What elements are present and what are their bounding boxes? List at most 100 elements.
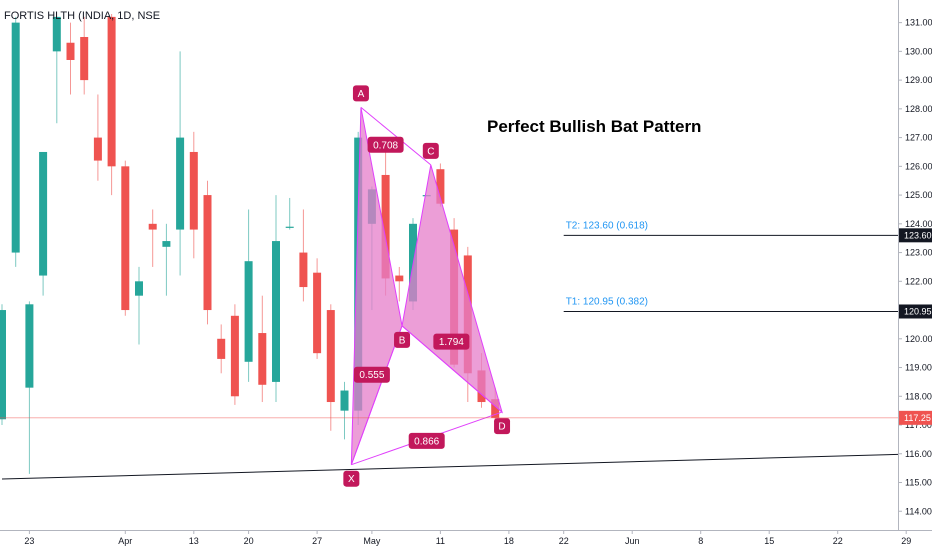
price-tick-label: 125.00	[905, 190, 932, 200]
candle-body	[66, 42, 75, 60]
candle	[107, 14, 116, 196]
pattern-point-x: X	[343, 470, 360, 487]
time-tick-label: 8	[698, 536, 703, 546]
target-line-t1: T1: 120.95 (0.382)	[563, 296, 898, 312]
candle-body	[258, 333, 267, 385]
time-tick-label: 15	[764, 536, 774, 546]
pattern-ratio-box	[353, 366, 390, 383]
pattern-leg-xb	[350, 325, 403, 465]
target-label: T1: 120.95 (0.382)	[566, 296, 648, 307]
pattern-ratio-box	[367, 136, 404, 153]
last-price-tag: 117.25	[899, 410, 932, 425]
pattern-point-box	[422, 142, 439, 159]
candle	[244, 209, 253, 382]
price-tag-box	[899, 304, 932, 319]
pattern-ratio: 0.555	[353, 366, 390, 383]
time-tick-label: 20	[244, 536, 254, 546]
price-tick-label: 124.00	[905, 219, 932, 229]
time-tick-label: 23	[24, 536, 34, 546]
price-tick-label: 123.00	[905, 248, 932, 258]
pattern-point-box	[352, 85, 369, 102]
target-line-t2: T2: 123.60 (0.618)	[563, 220, 898, 236]
candle-body	[121, 166, 130, 311]
pattern-point-box	[343, 470, 360, 487]
candle	[340, 381, 349, 440]
time-tick-label: 22	[559, 536, 569, 546]
candle	[93, 94, 102, 181]
target-price-tag-t1: 120.95	[899, 304, 932, 319]
candle	[162, 223, 171, 296]
candle	[176, 51, 185, 276]
candle	[217, 324, 226, 374]
chart-headline: Perfect Bullish Bat Pattern	[487, 117, 701, 136]
candle-body	[272, 241, 280, 382]
pattern-ratio-label: 0.708	[373, 140, 398, 151]
candle	[326, 304, 335, 431]
candle-body	[176, 137, 185, 230]
candle-body	[107, 16, 116, 167]
candle-body	[313, 272, 322, 354]
pattern-point-label: C	[427, 146, 434, 157]
price-tick-label: 117.00	[905, 420, 932, 430]
time-tick-label: 27	[312, 536, 322, 546]
price-tick-label: 118.00	[905, 391, 932, 401]
candle	[313, 258, 322, 359]
pattern-ratio: 1.794	[433, 333, 470, 350]
bat-pattern-layer: X A B C D 0.708 0.555 1.794 0.866	[343, 85, 511, 487]
candle	[66, 22, 75, 95]
price-tick-label: 126.00	[905, 161, 932, 171]
pattern-leg-ac	[360, 107, 432, 166]
candle-body	[162, 241, 171, 247]
candle-body	[217, 338, 226, 359]
candle-body	[25, 304, 34, 388]
candle	[39, 151, 48, 296]
candle-body	[0, 310, 6, 420]
candle	[80, 16, 89, 95]
pattern-point-d: D	[494, 418, 511, 435]
price-tag-label: 117.25	[904, 413, 931, 423]
candle-body	[395, 275, 404, 282]
price-axis[interactable]: 114.00 115.00 116.00 117.00 118.00 119.00 120.…	[898, 0, 932, 550]
pattern-ratio-box	[408, 432, 445, 449]
time-tick-label: 13	[189, 536, 199, 546]
time-axis[interactable]: 23 Apr 13 20 27 May 11 18 22 Jun 8 15 22 29	[0, 530, 932, 550]
price-tag-label: 123.60	[904, 230, 932, 240]
pattern-ratio: 0.866	[408, 432, 445, 449]
pattern-point-label: X	[348, 474, 355, 485]
candle	[121, 160, 130, 316]
price-tag-box	[899, 410, 932, 425]
price-tick-label: 122.00	[905, 276, 932, 286]
candle	[0, 304, 6, 426]
trend-line	[1, 452, 932, 480]
time-tick-label: 29	[901, 536, 911, 546]
time-tick-label: 18	[504, 536, 514, 546]
time-tick-label: 22	[833, 536, 843, 546]
pattern-ratio: 0.708	[367, 136, 404, 153]
pattern-ratio-label: 0.866	[414, 436, 439, 447]
candle	[135, 266, 143, 345]
level-lines-layer: T2: 123.60 (0.618) T1: 120.95 (0.382)	[0, 220, 932, 480]
time-tick-label: 11	[436, 536, 445, 546]
time-axis-bg	[0, 530, 932, 550]
candle	[395, 266, 404, 302]
candle	[11, 16, 20, 267]
price-tick-label: 128.00	[905, 104, 932, 114]
candle-body	[230, 315, 239, 397]
candle-body	[39, 151, 48, 276]
symbol-title: FORTIS HLTH (INDIA, 1D, NSE	[4, 10, 160, 22]
price-tag-box	[899, 228, 932, 243]
candle-body	[135, 281, 143, 296]
candle	[299, 209, 308, 302]
candle-body	[244, 261, 253, 362]
pattern-ratio-box	[433, 333, 470, 350]
candle-body	[299, 252, 308, 288]
candle-body	[189, 151, 198, 230]
candle-body	[340, 390, 349, 411]
candle	[148, 209, 157, 267]
price-tick-label: 131.00	[905, 18, 932, 28]
price-tick-label: 115.00	[905, 478, 932, 488]
candle	[258, 295, 267, 403]
candle	[285, 197, 294, 230]
pattern-ratio-label: 0.555	[359, 370, 384, 381]
